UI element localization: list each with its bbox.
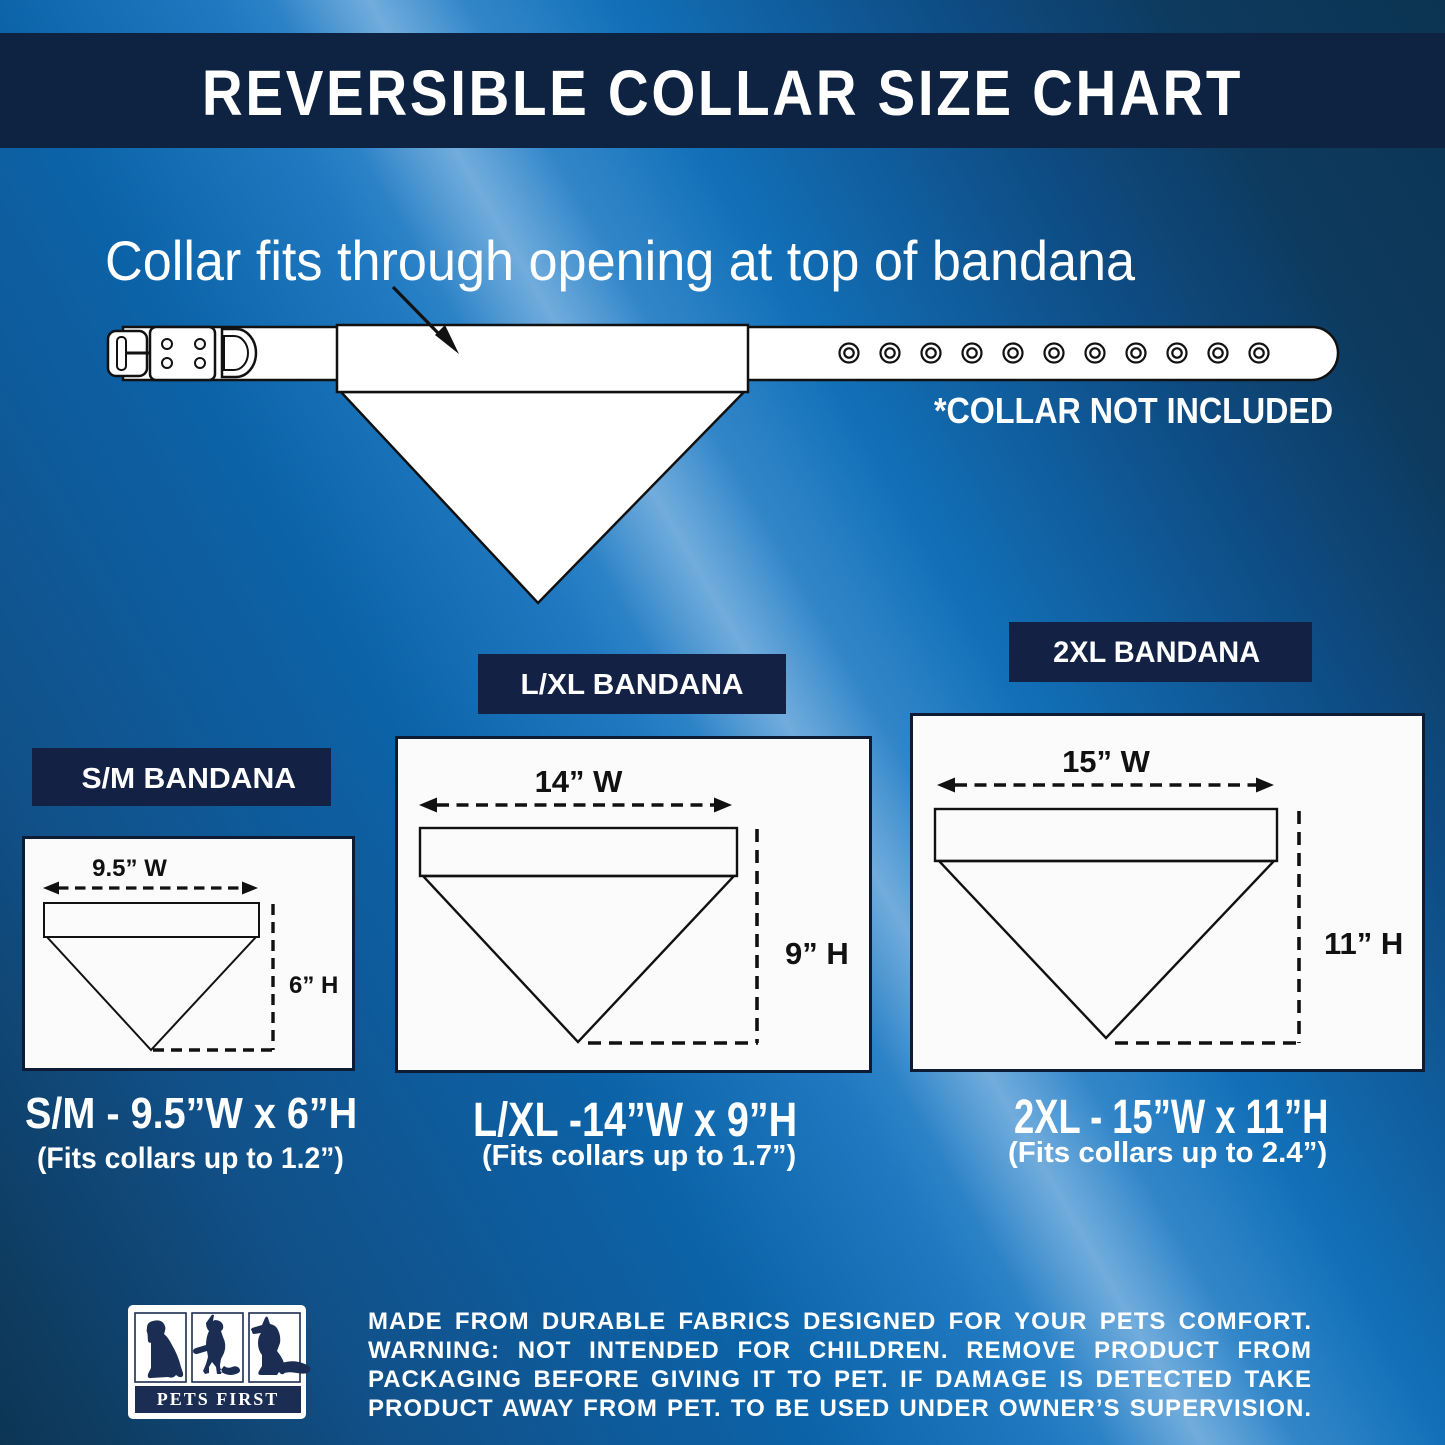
svg-text:PETS FIRST: PETS FIRST — [157, 1389, 280, 1409]
